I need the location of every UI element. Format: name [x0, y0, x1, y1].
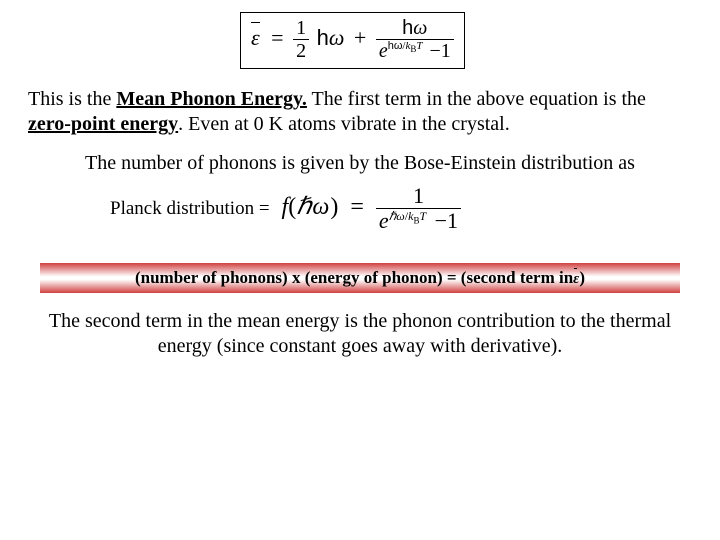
eq1-num-omega: ω	[413, 17, 427, 39]
paragraph-bose-einstein: The number of phonons is given by the Bo…	[36, 151, 684, 176]
planck-arg: ℏω	[296, 194, 330, 220]
eq1-minus1: −1	[430, 40, 451, 62]
term-mean-phonon-energy: Mean Phonon Energy.	[116, 88, 307, 110]
eq1-half-num: 1	[293, 17, 309, 40]
eq1-hbar1: h	[317, 25, 329, 50]
paragraph-conclusion: The second term in the mean energy is th…	[40, 309, 680, 359]
planck-num: 1	[376, 184, 461, 209]
planck-minus1: −1	[435, 208, 458, 233]
paragraph-mean-phonon-energy: This is the Mean Phonon Energy. The firs…	[28, 87, 692, 137]
mean-phonon-energy-equation: ε = 1 2 hω + hω ehω/kBT −1	[240, 12, 465, 69]
planck-label: Planck distribution =	[110, 198, 270, 220]
planck-e: e	[379, 208, 389, 233]
eq1-omega1: ω	[329, 25, 345, 50]
epsilon-bar-icon: ε	[573, 269, 579, 288]
eq1-lhs: ε	[251, 25, 260, 50]
eq1-num-h: h	[402, 17, 413, 39]
term-zero-point-energy: zero-point energy	[28, 113, 178, 135]
relation-text-left: (number of phonons) x (energy of phonon)…	[135, 268, 573, 288]
eq1-plus: +	[354, 25, 366, 50]
relation-text-right: )	[579, 268, 585, 288]
eq1-e: e	[379, 40, 388, 62]
eq1-half-den: 2	[293, 40, 309, 62]
planck-distribution-equation: Planck distribution = f(ℏω) = 1 eℏω/kBT …	[110, 184, 720, 233]
relation-highlight-box: (number of phonons) x (energy of phonon)…	[40, 263, 680, 293]
